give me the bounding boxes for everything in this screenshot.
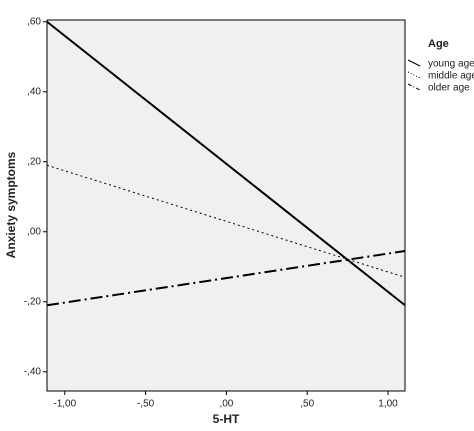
- series-line: [46, 250, 406, 307]
- y-axis-title: Anxiety symptoms: [4, 151, 18, 258]
- y-tick-label: -,40: [24, 366, 42, 377]
- x-tick-label: -1,00: [53, 399, 76, 410]
- y-tick-label: -,20: [24, 296, 42, 307]
- legend-swatch: [407, 71, 421, 79]
- plot-area: [46, 19, 406, 392]
- y-tick-label: ,00: [27, 226, 41, 237]
- legend-label: young age: [428, 59, 474, 70]
- legend-label: older age: [428, 83, 470, 94]
- x-tick-label: -,50: [137, 399, 155, 410]
- legend-swatch: [407, 59, 421, 67]
- x-tick-label: ,50: [300, 399, 314, 410]
- legend-swatch: [407, 83, 421, 91]
- legend-label: middle age: [428, 71, 474, 82]
- series-line: [46, 20, 406, 307]
- x-axis-title: 5-HT: [213, 412, 240, 426]
- y-tick-label: ,20: [27, 156, 41, 167]
- y-tick-label: ,60: [27, 16, 41, 27]
- y-tick-label: ,40: [27, 86, 41, 97]
- legend-title: Age: [428, 38, 449, 50]
- x-tick-label: 1,00: [378, 399, 398, 410]
- x-tick-label: ,00: [219, 399, 233, 410]
